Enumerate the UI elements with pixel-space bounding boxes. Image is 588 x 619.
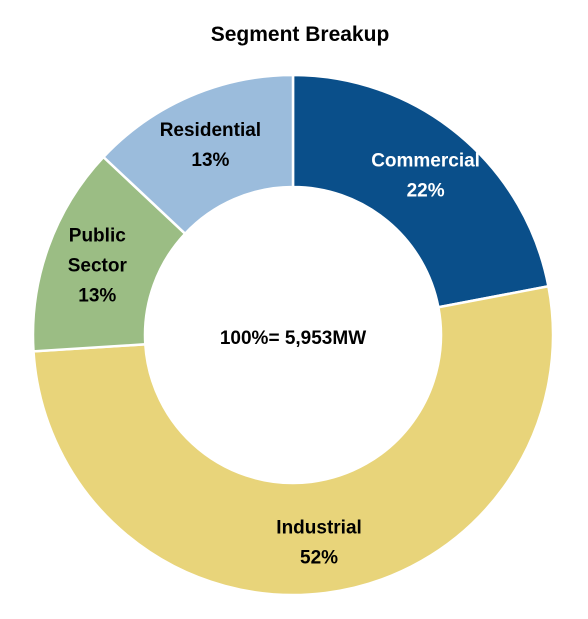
chart-title: Segment Breakup — [211, 23, 390, 46]
slice-name-label-industrial: Industrial — [276, 517, 362, 538]
slice-name-label-commercial: Commercial — [371, 151, 480, 172]
slice-value-label-industrial: 52% — [300, 547, 338, 568]
slice-commercial — [291, 73, 550, 309]
donut-slices — [31, 73, 555, 597]
slice-labels: Commercial 22% Industrial 52% Public Sector 13… — [68, 120, 480, 568]
slice-name-label-public-sector: Sector — [68, 256, 128, 277]
slice-residential — [101, 73, 295, 236]
slice-value-label-residential: 13% — [191, 150, 229, 171]
slice-industrial — [32, 284, 555, 597]
slice-value-label-commercial: 22% — [407, 181, 445, 202]
slice-value-label-public-sector: 13% — [78, 286, 116, 307]
slice-name-label-residential: Residential — [160, 120, 261, 141]
center-total-label: 100%= 5,953MW — [220, 328, 366, 349]
slice-name-label-public-sector: Public — [69, 226, 126, 247]
